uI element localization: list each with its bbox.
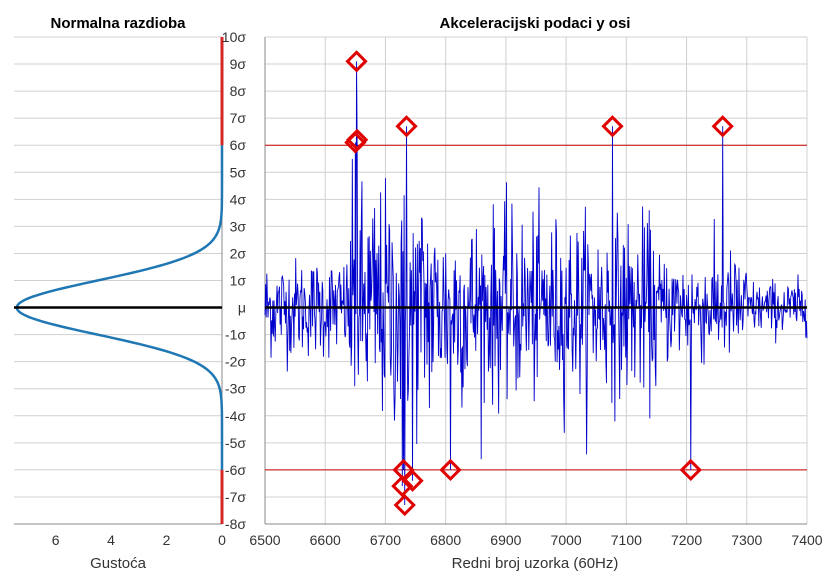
y-tick-label: 3σ <box>230 218 247 234</box>
right-x-tick-label: 7000 <box>551 532 582 548</box>
outlier-marker <box>711 115 734 138</box>
y-tick-label: 4σ <box>230 191 247 207</box>
right-x-tick-label: 6800 <box>430 532 461 548</box>
left-plot <box>14 37 224 525</box>
y-tick-label: -1σ <box>225 327 246 343</box>
y-tick-label: -2σ <box>225 354 246 370</box>
y-tick-label: 8σ <box>230 83 247 99</box>
y-tick-label: -3σ <box>225 381 246 397</box>
y-tick-label: 2σ <box>230 245 247 261</box>
y-tick-label: -6σ <box>225 462 246 478</box>
outlier-marker <box>395 115 418 138</box>
right-x-tick-label: 6600 <box>310 532 341 548</box>
left-x-tick-label: 2 <box>163 532 171 548</box>
outlier-marker <box>393 493 416 517</box>
y-tick-label: 10σ <box>222 29 247 45</box>
y-tick-label: 7σ <box>230 110 247 126</box>
y-tick-labels: 10σ 9σ 8σ 7σ 6σ 5σ 4σ 3σ 2σ 1σ μ -1σ -2σ -3σ -4σ -5σ -6σ… <box>222 29 247 532</box>
y-tick-label: 5σ <box>230 164 247 180</box>
right-x-tick-label: 7300 <box>731 532 762 548</box>
left-x-tick-label: 4 <box>107 532 115 548</box>
left-chart-title: Normalna razdioba <box>50 15 186 32</box>
outlier-marker <box>601 115 624 138</box>
right-x-tick-label: 6900 <box>490 532 521 548</box>
left-grid <box>14 36 222 525</box>
right-x-tick-label: 7400 <box>791 532 822 548</box>
right-plot <box>264 37 808 525</box>
outlier-marker <box>439 458 462 482</box>
right-x-tick-labels: 6500 6600 6700 6800 6900 7000 7100 7200 7300 7400 <box>249 532 822 548</box>
right-x-tick-label: 6700 <box>370 532 401 548</box>
y-tick-label: 6σ <box>230 137 247 153</box>
y-tick-label: -7σ <box>225 489 246 505</box>
right-x-tick-label: 7200 <box>671 532 702 548</box>
y-tick-label: 1σ <box>230 273 247 289</box>
outlier-marker <box>391 475 414 498</box>
outlier-marker <box>345 50 368 73</box>
left-x-axis-label: Gustoća <box>90 555 147 572</box>
outlier-marker <box>401 469 424 492</box>
right-x-tick-label: 6500 <box>249 532 280 548</box>
left-x-tick-label: 0 <box>218 532 226 548</box>
acceleration-signal-line <box>264 61 808 506</box>
outlier-marker <box>346 128 369 151</box>
right-x-axis-label: Redni broj uzorka (60Hz) <box>452 555 619 572</box>
y-tick-label: μ <box>238 300 246 316</box>
y-tick-label: -4σ <box>225 408 246 424</box>
left-x-tick-label: 6 <box>52 532 60 548</box>
right-chart-title: Akceleracijski podaci y osi <box>440 15 631 32</box>
left-x-tick-labels: 6 4 2 0 <box>52 532 226 548</box>
outlier-marker <box>679 458 702 482</box>
right-x-tick-label: 7100 <box>611 532 642 548</box>
y-tick-label: 9σ <box>230 56 247 72</box>
y-tick-label: -8σ <box>225 516 246 532</box>
y-tick-label: -5σ <box>225 435 246 451</box>
